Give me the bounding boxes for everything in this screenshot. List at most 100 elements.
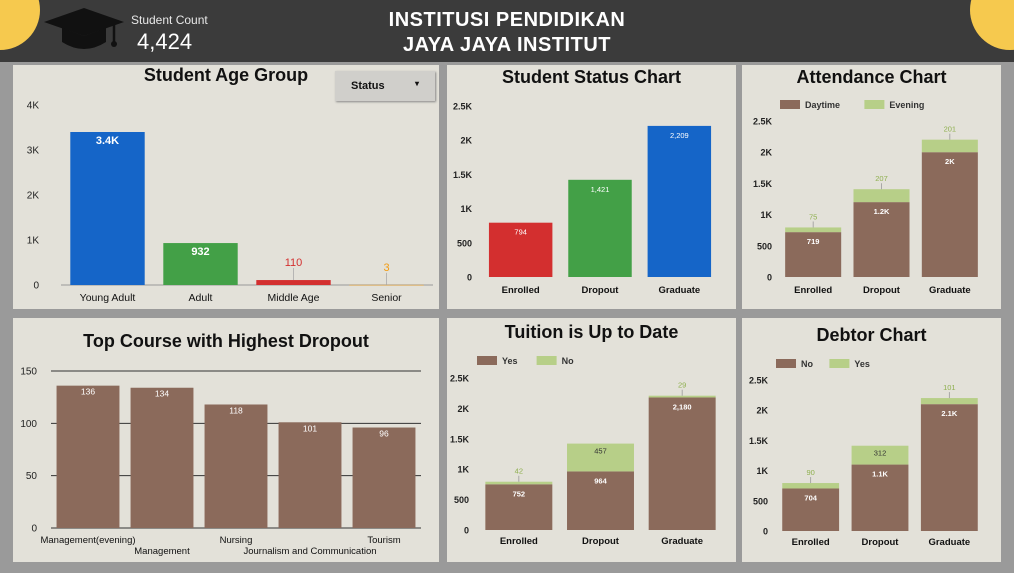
attendance-chart: 0 500 1K 1.5K 2K 2.5K 719 75 Enrolled 1.2K 207 Drop… (753, 100, 978, 296)
bar (349, 284, 424, 286)
y-tick-label: 500 (457, 238, 472, 248)
legend-label: Daytime (805, 100, 840, 110)
chevron-down-icon: ▾ (414, 79, 419, 88)
course-dropout-chart: 0 50 100 150 136 Management(evening) 134 Manage… (20, 367, 421, 557)
dashboard-header: Student Count 4,424 INSTITUSI PENDIDIKAN… (0, 0, 1014, 62)
y-tick-label: 1.5K (453, 170, 473, 180)
data-label: 134 (155, 389, 169, 399)
data-label: 110 (285, 257, 303, 269)
dashboard-title-line2: JAYA JAYA INSTITUT (403, 34, 611, 56)
data-label: 794 (514, 228, 527, 237)
dashboard-title-line1: INSTITUSI PENDIDIKAN (388, 9, 626, 31)
x-category-label: Graduate (661, 536, 703, 547)
y-tick-label: 500 (454, 495, 469, 505)
student-status-chart: 0 500 1K 1.5K 2K 2.5K 794 Enrolled 1,421 Dropout 2… (453, 102, 712, 296)
bar (488, 222, 553, 277)
x-category-label: Dropout (863, 285, 901, 296)
data-label: 118 (229, 405, 243, 415)
y-tick-label: 500 (753, 496, 768, 506)
data-label: 1.2K (874, 207, 890, 216)
data-label: 932 (191, 246, 209, 258)
data-label: 90 (806, 468, 814, 477)
x-category-label: Nursing (220, 535, 253, 546)
legend-label: No (801, 359, 813, 369)
x-category-label: Journalism and Communication (243, 546, 376, 557)
y-tick-label: 1K (457, 465, 469, 475)
y-tick-label: 1K (460, 204, 472, 214)
status-filter-dropdown[interactable]: Status ▾ (335, 71, 435, 101)
bar (56, 385, 120, 528)
data-label: 2K (945, 157, 955, 166)
course-dropout-panel: Top Course with Highest Dropout 0 50 100 15… (13, 318, 439, 562)
corner-circle-decoration (970, 0, 1014, 50)
bar-no (920, 404, 978, 531)
y-tick-label: 1K (27, 236, 40, 247)
legend-swatch (776, 359, 796, 368)
data-label: 96 (379, 429, 389, 439)
tuition-chart: 0 500 1K 1.5K 2K 2.5K 752 42 Enrolled 964 457 Dropo… (450, 356, 716, 547)
student-count-label: Student Count (131, 13, 208, 27)
student-status-panel: Student Status Chart 0 500 1K 1.5K 2K 2.5K 794… (447, 65, 736, 309)
bar-yes (567, 471, 634, 530)
y-tick-label: 4K (27, 101, 40, 112)
y-tick-label: 1.5K (749, 436, 769, 446)
age-group-chart: 0 1K 2K 3K 4K 3.4K Young Adult 932 Adult 110 Middl… (27, 101, 433, 304)
legend-label: Yes (502, 356, 518, 366)
y-tick-label: 2K (756, 406, 768, 416)
y-tick-label: 3K (27, 146, 40, 157)
x-category-label: Adult (189, 292, 213, 304)
y-tick-label: 2.5K (749, 376, 769, 386)
x-category-label: Enrolled (792, 537, 830, 548)
bar-no (485, 481, 553, 485)
legend-swatch (780, 100, 800, 109)
bar-daytime (785, 232, 842, 277)
x-category-label: Graduate (928, 537, 970, 548)
y-tick-label: 2K (460, 136, 472, 146)
y-tick-label: 0 (763, 527, 768, 537)
x-category-label: Dropout (582, 285, 620, 296)
y-tick-label: 500 (757, 241, 772, 251)
bar-evening (785, 227, 842, 233)
chart-title: Student Status Chart (501, 67, 681, 87)
x-category-label: Enrolled (502, 285, 540, 296)
debtor-panel: Debtor Chart 0 500 1K 1.5K 2K 2.5K 704 90 Enroll… (742, 318, 1001, 562)
bar-yes (851, 445, 909, 465)
data-label: 101 (943, 383, 956, 392)
chart-title: Attendance Chart (796, 67, 947, 87)
data-label: 312 (874, 449, 887, 458)
bar-no (648, 395, 716, 398)
debtor-chart: 0 500 1K 1.5K 2K 2.5K 704 90 Enrolled 1.1K 312 Drop… (749, 359, 978, 548)
y-tick-label: 2K (27, 191, 40, 202)
data-label: 457 (594, 447, 607, 456)
legend-swatch (536, 356, 557, 365)
bar-no (782, 488, 840, 531)
bar-yes (485, 484, 553, 530)
data-label: 1.1K (872, 470, 888, 479)
x-category-label: Middle Age (268, 292, 320, 304)
x-category-label: Enrolled (794, 285, 832, 296)
bar (256, 280, 331, 285)
student-count-value: 4,424 (137, 29, 193, 54)
tuition-panel: Tuition is Up to Date 0 500 1K 1.5K 2K 2.5K 75… (447, 318, 736, 562)
data-label: 2,209 (670, 131, 689, 140)
bar (278, 422, 342, 528)
y-tick-label: 0 (464, 526, 469, 536)
y-tick-label: 100 (20, 419, 37, 430)
x-category-label: Dropout (582, 536, 620, 547)
bar-no (851, 464, 909, 531)
bar (352, 427, 416, 528)
bar-evening (853, 189, 910, 203)
bar (647, 125, 712, 277)
x-category-label: Tourism (367, 535, 400, 546)
x-category-label: Dropout (862, 537, 900, 548)
bar-no (567, 443, 634, 472)
bar (163, 243, 238, 285)
bar (568, 179, 632, 277)
y-tick-label: 1K (760, 210, 772, 220)
y-tick-label: 2K (457, 404, 469, 414)
legend-swatch (864, 100, 885, 109)
data-label: 964 (594, 476, 607, 485)
y-tick-label: 2.5K (753, 117, 773, 127)
y-tick-label: 150 (20, 367, 37, 378)
y-tick-label: 0 (467, 273, 472, 283)
